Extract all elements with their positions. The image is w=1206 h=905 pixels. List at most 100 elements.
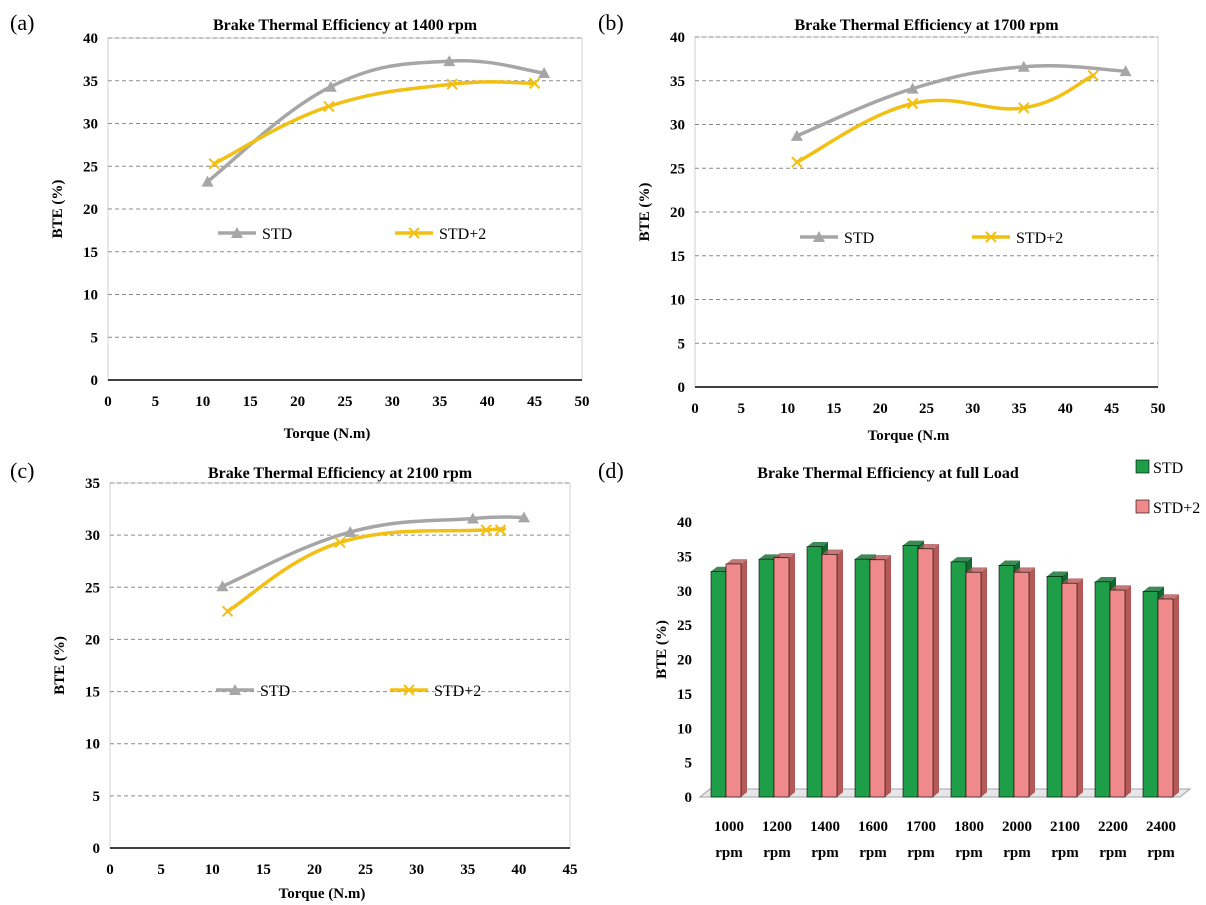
bar-std-plus2-top [774,552,795,558]
x-tick-label: 15 [256,862,271,878]
bar-std [1142,591,1159,798]
x-tick-label: 25 [358,862,373,878]
legend-label: STD+2 [434,683,481,700]
x-tick-label: 10 [780,401,795,417]
bar-std-top [1095,577,1116,582]
y-tick-label: 0 [678,380,686,396]
y-axis-label: BTE (%) [654,620,670,679]
x-tick-label: 35 [432,394,447,410]
y-tick-label: 20 [670,205,685,221]
legend-marker [231,227,243,238]
y-tick-label: 30 [83,117,98,133]
x-tick-label: 50 [1151,401,1166,417]
x-tick-label: 1700 [906,819,936,835]
bar-std-plus2-side [1125,585,1131,797]
x-tick-label: 35 [460,862,475,878]
x-tick-label: 1200 [762,819,792,835]
bar-std-plus2-side [1077,578,1083,797]
y-tick-label: 15 [677,687,692,703]
data-point [324,80,337,92]
x-tick-label: 40 [480,394,495,410]
y-tick-label: 25 [677,618,692,634]
chart-c: 0 5 10 15 20 25 30 35 0 5 10 15 20 25 30 35 40 45 Brake Th… [52,465,578,902]
y-tick-label: 15 [85,685,100,701]
bar-std-plus2-top [918,544,939,549]
plot-area [109,482,571,849]
bar-std-plus2-top [870,555,891,560]
series-line-std [205,58,546,184]
data-point [518,511,530,523]
y-tick-label: 15 [83,245,98,261]
bar-std-plus2-side [981,567,987,797]
x-tick-label-unit: rpm [1147,845,1175,861]
bar-std-plus2-side [837,549,843,797]
legend-label: STD+2 [1016,230,1063,247]
data-point [208,157,220,170]
x-tick-label-unit: rpm [907,845,935,861]
x-tick-label: 15 [826,401,841,417]
x-tick-label: 10 [195,394,210,410]
x-tick-label: 20 [307,862,322,878]
data-point [480,524,492,536]
y-tick-label: 25 [83,159,98,175]
data-point [1018,102,1030,114]
bar-std-plus2-top [966,567,987,573]
y-tick-label: 30 [677,584,692,600]
data-point [906,97,919,110]
x-tick-label: 10 [205,862,220,878]
y-tick-label: 5 [685,756,693,772]
bar-std-plus2-side [1029,567,1035,797]
y-tick-label: 20 [85,632,100,648]
x-axis-label: Torque (N.m) [279,886,366,902]
x-tick-label: 5 [157,862,165,878]
x-tick-label-unit: rpm [763,845,791,861]
x-tick-label: 1000 [714,819,744,835]
legend-label: STD [1153,460,1183,477]
x-tick-label: 20 [290,394,305,410]
bar-std-plus2 [917,548,934,798]
panel-letter-d: (d) [598,458,624,483]
data-point [443,55,456,67]
bar-std [998,565,1015,798]
x-tick-label: 2200 [1098,819,1128,835]
x-tick-label: 40 [511,862,526,878]
x-tick-label: 1400 [810,819,840,835]
y-tick-label: 5 [93,789,101,805]
bar-std-plus2-top [1062,578,1083,584]
series-line-std [795,64,1128,138]
bar-std-plus2 [965,571,982,798]
data-point [790,129,803,141]
bar-std-plus2-side [933,544,939,797]
x-tick-label: 30 [385,394,400,410]
y-tick-label: 25 [85,580,100,596]
bar-std-plus2 [725,563,742,798]
bar-std-plus2-side [789,552,795,797]
bar-std [1046,576,1063,798]
series-line-std-plus2 [795,73,1095,164]
x-tick-label: 5 [738,401,746,417]
legend-label: STD+2 [439,226,486,243]
data-point [323,100,335,113]
legend-marker [403,684,415,696]
bar-std [758,558,775,798]
x-tick-label: 2400 [1146,819,1176,835]
x-tick-label-unit: rpm [1099,845,1127,861]
data-point [538,67,551,79]
legend-label: STD [260,683,290,700]
series-line-std-plus2 [212,80,537,166]
bar-std-top [807,541,828,547]
chart-title: Brake Thermal Efficiency at 1700 rpm [794,17,1059,34]
y-axis-label: BTE (%) [52,636,68,695]
x-tick-label: 15 [243,394,258,410]
y-tick-label: 0 [93,841,101,857]
panel-letter-c: (c) [10,458,34,483]
x-tick-label: 45 [527,394,542,410]
y-axis-label: BTE (%) [637,183,653,242]
panel-letter-a: (a) [10,10,34,35]
x-tick-label: 35 [1012,401,1027,417]
y-tick-label: 40 [83,31,98,47]
x-axis-label: Torque (N.m [868,428,950,444]
chart-title: Brake Thermal Efficiency at full Load [757,465,1019,482]
bar-std-plus2-side [741,559,747,797]
bar-std-top [1047,571,1068,577]
